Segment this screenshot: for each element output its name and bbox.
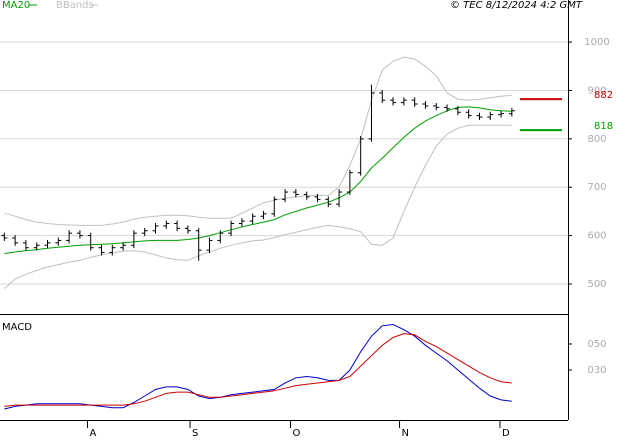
band-line: [4, 56, 512, 226]
price-label: 882: [594, 90, 613, 101]
panel-title: MACD: [2, 322, 32, 333]
x-tick-label: A: [89, 428, 96, 439]
y-tick-label: 800: [587, 134, 606, 145]
y-tick-label: 600: [587, 231, 606, 242]
ma-line: [4, 106, 512, 254]
x-tick-label: O: [292, 428, 300, 439]
x-tick-label: S: [192, 428, 198, 439]
band-line: [3, 124, 512, 290]
y-tick-label: 050: [587, 339, 606, 350]
y-tick-label: 500: [587, 279, 606, 290]
y-tick-label: 1000: [584, 37, 609, 48]
credit: © TEC 8/12/2024 4:2 GMT: [450, 0, 583, 11]
y-tick-label: 030: [587, 365, 606, 376]
legend-label: BBands: [56, 0, 94, 11]
legend-label: MA20: [2, 0, 30, 11]
price-label: 818: [594, 121, 613, 132]
macd-line: [4, 333, 512, 407]
x-tick-label: D: [502, 428, 510, 439]
y-tick-label: 900: [587, 85, 606, 96]
y-tick-label: 700: [587, 182, 606, 193]
x-tick-label: N: [402, 428, 409, 439]
